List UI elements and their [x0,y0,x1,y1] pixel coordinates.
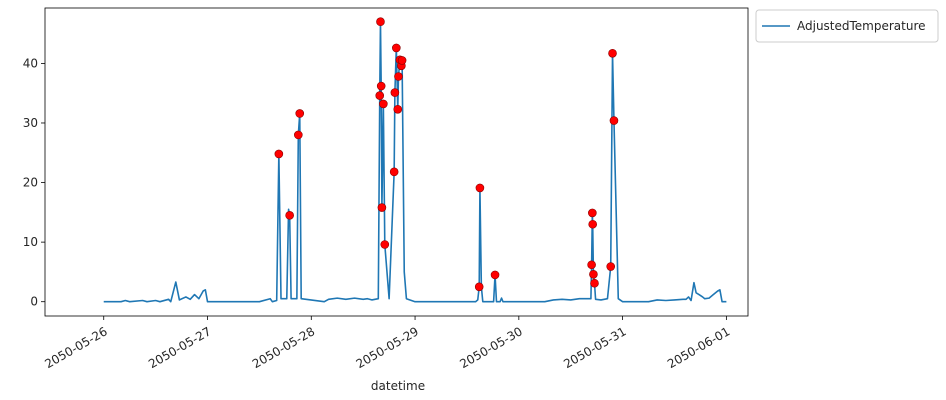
data-marker [393,104,403,114]
x-axis: 2050-05-26 2050-05-27 2050-05-28 2050-05-29… [42,316,732,371]
data-marker [375,91,385,100]
data-marker [294,130,303,140]
x-tick-label: 2050-06-01 [665,324,732,371]
x-tick-label: 2050-05-30 [457,324,524,371]
data-marker [588,208,597,218]
data-marker [589,269,598,279]
data-marker [608,48,617,58]
y-tick-label: 20 [23,176,38,190]
y-tick-label: 10 [23,235,38,249]
x-tick-label: 2050-05-29 [354,324,421,371]
x-tick-label: 2050-05-26 [42,324,109,371]
marker-layer [274,17,619,292]
legend: AdjustedTemperature [755,9,939,43]
x-tick-label: 2050-05-27 [146,324,213,371]
y-axis: 0 10 20 30 40 [23,56,45,309]
data-marker [285,211,294,220]
data-marker [392,43,401,53]
data-marker [274,149,284,159]
axes-frame [44,7,749,317]
data-marker [474,282,484,292]
y-tick-label: 0 [30,295,38,309]
data-marker [588,219,598,229]
data-marker [475,183,485,193]
data-marker [587,260,596,270]
data-marker [490,270,500,280]
data-marker [376,17,385,27]
data-marker [380,240,390,249]
data-marker [379,99,388,109]
data-marker [295,109,305,118]
x-tick-label: 2050-05-28 [250,324,317,371]
data-marker [609,116,619,125]
data-marker [390,88,400,97]
data-marker [394,72,403,81]
data-marker [590,278,599,288]
data-marker [389,167,399,177]
data-marker [606,262,616,271]
data-marker [377,203,387,212]
data-marker [376,81,386,91]
y-tick-label: 40 [23,56,38,70]
x-axis-label: datetime [371,379,425,393]
data-marker [397,56,407,65]
y-tick-label: 30 [23,116,38,130]
legend-frame [755,9,939,43]
legend-label-adjustedtemperature: AdjustedTemperature [797,19,926,33]
x-tick-label: 2050-05-31 [561,324,628,371]
